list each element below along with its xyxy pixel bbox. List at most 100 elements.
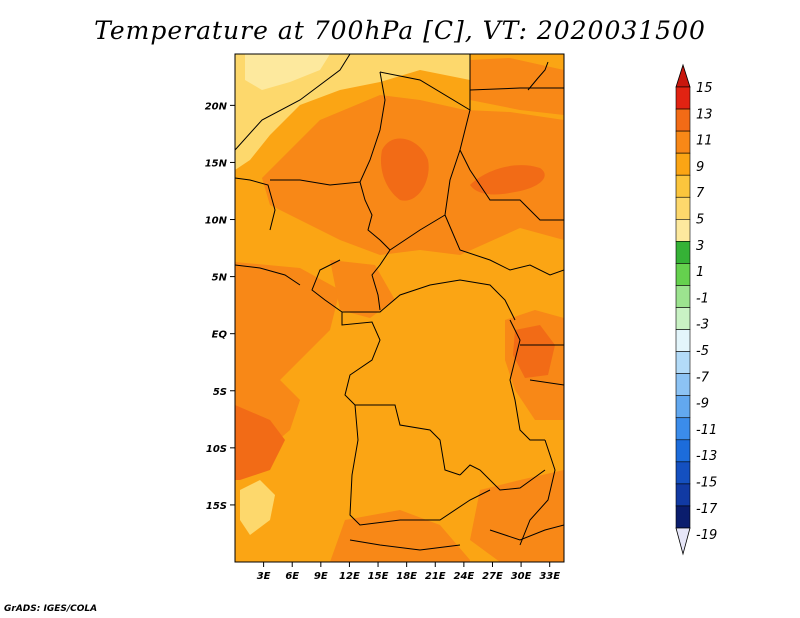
colorbar-segment [675,285,691,308]
hot-region-sudan [470,165,545,195]
political-borders [235,54,564,551]
border-line [389,109,471,251]
lon-tick-label: 6E [285,571,299,582]
colorbar-segment [675,241,691,264]
lon-tick-label: 9E [314,571,328,582]
colorbar-label: 9 [696,160,704,175]
border-line [349,404,491,526]
colorbar: 15 13 11 9 7 5 3 1 -1 -3 -5 -7 -9 -11 -13 -15 -17 -19 [675,63,718,556]
colorbar-label: 15 [696,81,713,96]
lat-tick-label: 20N [205,101,228,112]
colorbar-bottom-arrow [675,527,691,556]
lon-tick-label: 12E [339,571,360,582]
border-line [529,379,564,386]
border-line [235,54,351,151]
hot-region-lake-victoria [513,325,555,378]
border-line [270,179,361,186]
latitude-ticks: 20N 15N 10N 5N EQ 5S 10S 15S [205,101,235,512]
colorbar-label: -15 [696,476,717,491]
border-line [355,404,461,476]
grads-credit: GrADS: IGES/COLA [4,604,98,614]
colorbar-label: 5 [696,213,704,228]
lat-tick-label: 10S [206,444,227,455]
colorbar-label: -7 [696,370,710,385]
lat-tick-label: EQ [212,330,228,341]
map-frame [234,53,565,563]
lat-tick-label: 5S [213,387,227,398]
warm-region-south-central [330,510,470,562]
border-line [342,279,516,321]
border-line [349,539,461,551]
colorbar-segment [675,329,691,352]
border-line [311,259,343,313]
longitude-ticks: 3E 6E 9E 12E 15E 18E 21E 24E 27E 30E 33E [257,562,560,582]
lon-tick-label: 18E [396,571,417,582]
hot-region-atlantic [235,405,285,480]
colorbar-label: 3 [696,239,704,254]
border-line [235,264,301,286]
cool-region-angola [240,480,275,535]
border-line [359,71,391,251]
lon-tick-label: 24E [453,571,474,582]
lat-tick-label: 15N [205,158,228,169]
colorbar-label: -17 [696,502,718,517]
colorbar-segment [675,130,691,154]
lat-tick-label: 10N [205,216,228,227]
colorbar-segment [675,263,691,286]
border-line [527,61,549,91]
hot-region-chad [380,138,429,201]
border-line [371,249,391,311]
border-line [489,524,564,541]
border-line [509,319,545,441]
lon-tick-label: 15E [368,571,389,582]
cool-region-sahara [235,54,470,170]
colorbar-segment [675,395,691,419]
colorbar-label: 7 [696,186,705,201]
lon-tick-label: 21E [425,571,446,582]
lon-tick-label: 27E [482,571,503,582]
border-line [444,214,564,276]
chart-title: Temperature at 700hPa [C], VT: 202003150… [94,16,706,45]
colorbar-segment [675,373,691,396]
colorbar-segment [675,152,691,176]
colorbar-segment [675,439,691,463]
colorbar-segment [675,174,691,198]
colorbar-segment [675,86,691,110]
colorbar-label: -1 [696,291,709,306]
colorbar-label: -5 [696,344,709,359]
warm-region-southeast [470,470,564,562]
colorbar-label: 11 [696,134,713,149]
border-line [469,87,564,91]
lon-tick-label: 30E [511,571,532,582]
colorbar-label: -9 [696,397,709,412]
colorbar-segment [675,196,691,220]
colorbar-segment [675,483,691,507]
border-line [459,464,546,491]
colorbar-label: 13 [696,107,713,122]
lon-tick-label: 33E [539,571,560,582]
colorbar-top-arrow [675,63,691,88]
colorbar-segment [675,461,691,485]
border-line [519,439,556,546]
lat-tick-label: 5N [212,273,228,284]
colorbar-segment [675,351,691,374]
lon-tick-label: 3E [257,571,271,582]
lat-tick-label: 15S [206,501,227,512]
colorbar-label: 1 [696,265,704,280]
colorbar-segment [675,505,691,529]
coolest-region-sahara [245,54,330,90]
border-line [341,312,381,406]
colorbar-label: -13 [696,449,717,464]
colorbar-label: -19 [696,528,717,543]
colorbar-label: -11 [696,423,717,438]
warm-region-northeast [470,58,564,115]
border-line [379,54,471,111]
colorbar-segment [675,108,691,132]
colorbar-label: -3 [696,318,709,333]
border-line [235,177,276,231]
colorbar-segment [675,417,691,441]
temperature-field [235,54,564,562]
colorbar-segment [675,307,691,330]
border-line [459,149,564,221]
